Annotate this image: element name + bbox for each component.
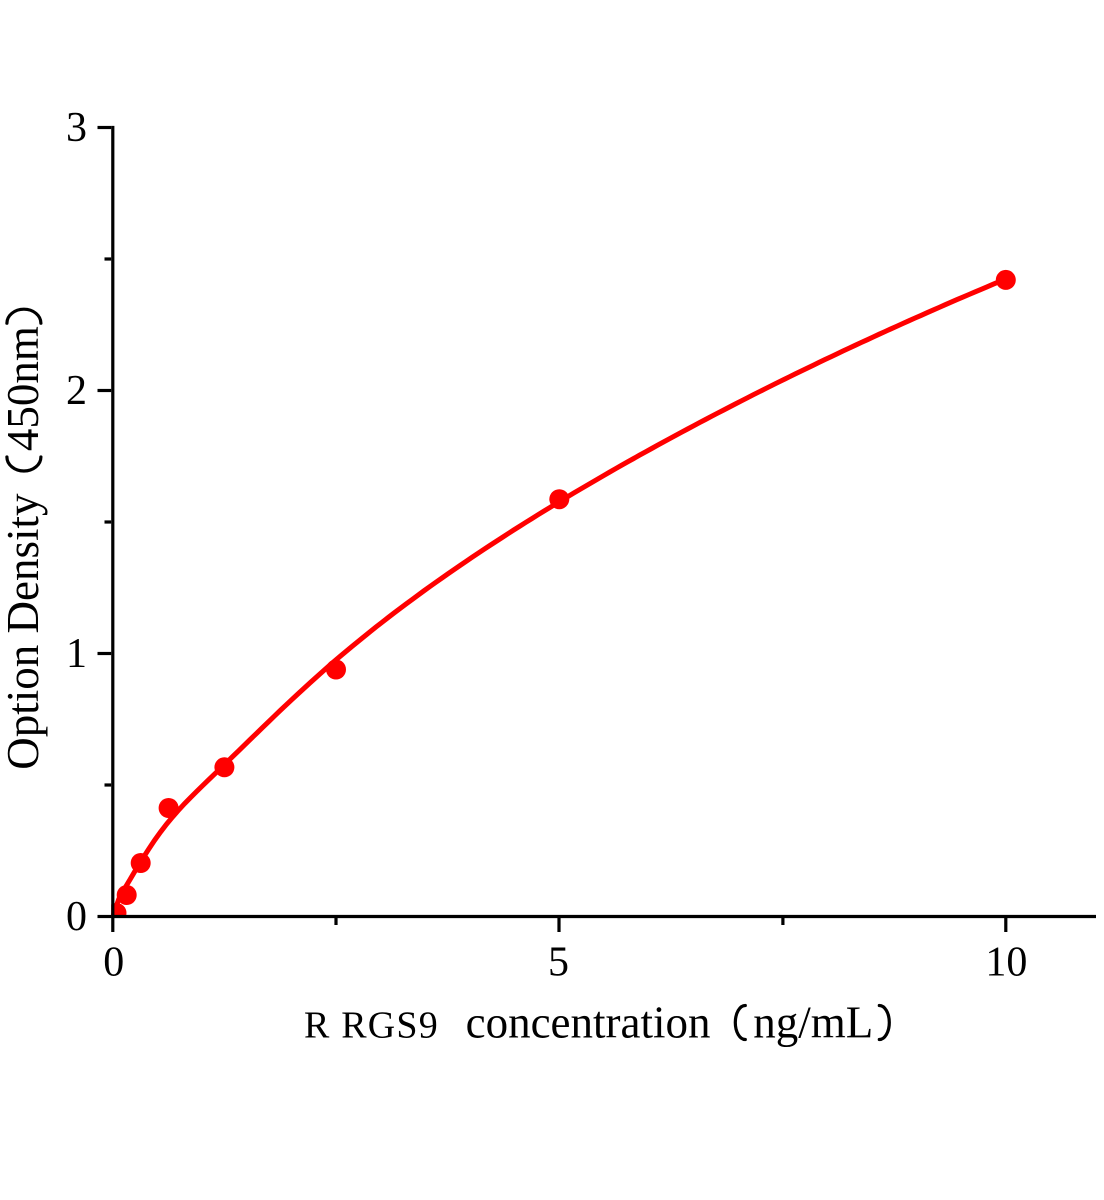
- svg-text:Option Density: Option Density: [0, 493, 48, 770]
- svg-text:concentration: concentration: [466, 998, 711, 1048]
- svg-text:1: 1: [66, 631, 87, 677]
- svg-text:3: 3: [66, 105, 87, 151]
- svg-text:0: 0: [103, 940, 124, 986]
- svg-text:0: 0: [66, 894, 87, 940]
- svg-text:5: 5: [548, 940, 569, 986]
- svg-text:2: 2: [66, 368, 87, 414]
- svg-text:10: 10: [985, 940, 1027, 986]
- svg-text:450nm: 450nm: [0, 326, 48, 451]
- svg-text:ng/mL: ng/mL: [753, 998, 873, 1048]
- svg-text:R RGS9: R RGS9: [304, 1005, 439, 1047]
